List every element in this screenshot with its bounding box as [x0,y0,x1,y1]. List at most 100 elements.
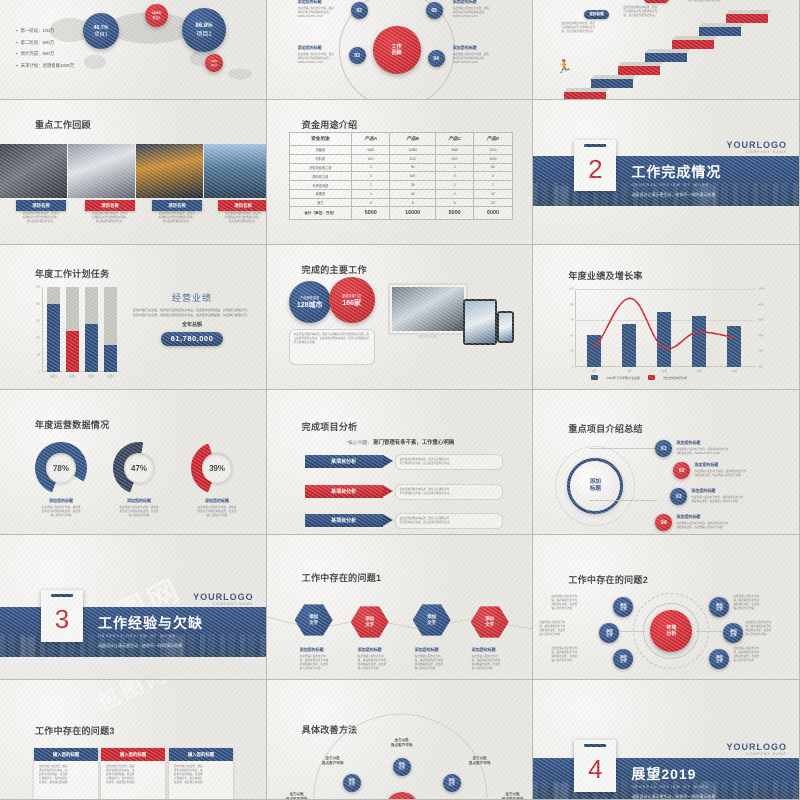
arrow-point [382,455,393,467]
arrow-label-2[interactable]: 某项目分析 [304,485,393,498]
radial-node-left[interactable]: 添加 文字 [342,774,361,792]
env-node-3[interactable]: 添加 文字 [613,649,634,669]
donut-value-2: 47% [124,453,154,483]
bullet-dot: ▪ [16,51,18,56]
slide-thumbnail-section-divider-4[interactable]: YOURLOGO COMPANY NAME 4 展望2019 GENERAL R… [533,680,800,800]
slide-thumbnail-key-work-review-photos[interactable]: 重点工作回顾 项目名称 此处添加详细文本描述，建议与 标题相关并符合整体语言风格… [0,100,267,245]
section-title-group: 展望2019 GENERAL REVIEW OF WORK 动画设计让演示更生动… [631,766,716,799]
hex-text-2: 添加您的标题 在这里输入您的文字内 容，或者将您的文字内容 复制粘贴在这里，在这… [357,647,387,670]
photo-tag-1[interactable]: 项目名称 [16,200,66,211]
arrow-label-3[interactable]: 某项目分析 [304,514,393,527]
step-face [672,40,715,49]
donut-body-3: 在这里输入您的文字内容，或者将 您的文字内容复制在这里，在这里 输入您的文字内容 [197,506,237,518]
env-node-1[interactable]: 添加 文字 [613,597,634,617]
stair-pill-1[interactable]: 您的标题 [584,10,609,19]
arrow-label-1[interactable]: 某项目分析 [304,455,393,468]
env-node-6[interactable]: 添加 文字 [709,649,730,669]
legend-swatch-line [648,375,656,380]
page-title: 年度业绩及增长率 [568,271,643,281]
photo-tag-4[interactable]: 项目名称 [218,200,266,211]
radial-arc [313,713,488,799]
clipboard-number-badge: 3 [41,590,83,642]
env-text-3: 在这里输入您的文字内 容，或者将您的文字内 容复制在这里，在这里 输入您的文字内… [551,647,578,663]
connector-line-2 [589,500,658,501]
monitor-stand [417,333,438,338]
bar-value-3 [85,324,98,372]
bar-value-4 [104,344,117,372]
donut-chart-1: 78% [35,442,87,494]
donut-title-3: 添加您的标题 [205,498,229,503]
slide-thumbnail-key-project-summary[interactable]: 重点项目介绍总结 添加 标题 01 添加您的标题 在这里输入您的文字内容，或者将您… [533,390,800,535]
cycle-text-block-4: 添加您的标题 在这里输入您的文字内容，或者 将您的文字内容复制在这里。 WWW.… [452,45,489,64]
table-row: 专家咨询费 2 28 2 7 [288,180,513,190]
slide-thumbnail-annual-performance-growth[interactable]: 年度业绩及增长率 0 20 40 60 80 100 0% 20% 40% 60… [533,245,800,390]
slide-thumbnail-annual-plan-bar-chart[interactable]: 年度工作计划任务 0 50 100 150 200 250 项目1 项目 [0,245,267,390]
bubble-1: 46.7% 项目1 [83,13,119,49]
hex-text-4: 添加您的标题 在这里输入您的文字内 容，或者将您的文字内容 复制粘贴在这里，在这… [471,647,501,670]
cycle-node-04[interactable]: 04 [427,50,445,67]
table-row: 管理费 4 28 4 32 [288,188,513,199]
spoke-left [620,631,647,632]
slide-thumbnail-improvement-methods[interactable]: 具体改善方法 添加 文字 全力以赴 强占客户市场 添加 文字 全力以赴 强占客户市场… [266,680,534,800]
problem-card-3[interactable]: 输入您的标题 您的内容打在这里，或者 通过复制您的文本后，在 此框中选择粘贴，并… [169,748,233,799]
photo-tag-2[interactable]: 项目名称 [85,200,135,211]
slide-thumbnail-operating-data-donuts[interactable]: 年度运营数据情况 78% 添加您的标题 在这里输入您的文字内容，或者将 您的文字… [0,390,267,535]
slide-thumbnail-fund-usage-table[interactable]: 资金用途介绍 资金用途 产品A 产品B 产品C 产品D 设备费 4460 14050… [266,100,534,245]
logo: YOURLOGO COMPANY NAME [726,742,787,756]
item-badge-02[interactable]: 02 [673,462,691,479]
photo-caption-1: 此处添加详细文本描述，建议与 标题相关并符合整体语言风格， 语言描述尽量简洁生动… [22,212,60,224]
env-node-4[interactable]: 添加 文字 [709,597,730,617]
env-node-2[interactable]: 添加 文字 [599,623,620,643]
donut-chart-3: 39% [191,442,243,494]
problem-card-1[interactable]: 输入您的标题 您的内容打在这里，或者 通过复制您的文本后，在 此框中选择粘贴，并… [34,748,98,799]
photo-tag-3[interactable]: 项目名称 [152,200,202,211]
bar-value-4 [692,316,707,367]
legend-swatch-bar [591,375,599,380]
problem-card-2[interactable]: 输入您的标题 您的内容打在这里，或者 通过复制您的文本后，在 此框中选择粘贴，并… [101,748,165,799]
slide-thumbnail-main-work-devices[interactable]: 完成的主要工作 产品销售渠道 128城市 渠道实体门店 166家 在此添加详细文… [266,245,534,390]
step-face [591,79,634,88]
slide-thumbnail-work-review-cycle[interactable]: 工作 回顾 02 05 03 04 添加您的标题 在这里输入您的文字内容，或者 将… [266,0,534,100]
y-axis [42,287,43,372]
bar-value-1 [47,304,60,372]
slide-thumbnail-problems-at-work-1[interactable]: 工作中存在的问题1 添加 文字 添加 文字 添加 文字 添加 文字 添加您的标题 在这里… [266,535,534,680]
gridline [575,289,756,290]
cycle-node-03[interactable]: 03 [348,47,366,64]
legend-label-bar: 2018年下半年累计业绩额 [606,375,641,380]
slide-thumbnail-section-divider-2[interactable]: YOURLOGO COMPANY NAME 2 工作完成情况 GENERAL R… [533,100,800,245]
page-title: 完成的主要工作 [301,265,367,275]
logo: YOURLOGO COMPANY NAME [726,140,787,154]
legend-label-line: 对比去年的增长率 [663,375,688,380]
photo-3 [136,144,203,198]
slide-thumbnail-section-divider-3[interactable]: 包图网 YOURLOGO COMPANY NAME 3 工作经验与欠缺 GENE… [0,535,267,680]
step-face [564,92,607,99]
item-badge-04[interactable]: 04 [655,514,673,531]
cycle-node-05[interactable]: 05 [425,2,443,19]
radial-node-right[interactable]: 添加 文字 [442,774,461,792]
item-badge-03[interactable]: 03 [670,488,688,505]
stair-pill-2[interactable]: 您的标题 [644,0,669,3]
slide-thumbnail-market-share-map[interactable]: 46.7% 项目1 15.8% 项目1 86.8% 项目1 9.5% 项目1 ▪… [0,0,267,100]
page-title: 年度运营数据情况 [35,420,110,430]
slide-thumbnail-growth-stairs[interactable]: 🏃 您的标题 此处添加详细文本描述，建议 与标题相关并符合整体语言风 格，语言描… [533,0,800,100]
page-title: 具体改善方法 [301,725,358,735]
bullet-dot: ▪ [16,39,18,45]
slide-thumbnail-problems-at-work-2[interactable]: 工作中存在的问题2 环境 分析 添加 文字 在这里输入您的文字内 容，或者将您的文字… [533,535,800,680]
step-face [726,14,769,23]
item-text-03: 添加您的标题 在这里输入您的文字内容，或者将您的文字内 容复制在这里。在这里输入… [691,488,744,503]
radial-label-left: 全力以赴 强占客户市场 [321,756,344,765]
env-node-5[interactable]: 添加 文字 [723,623,744,643]
env-text-6: 在这里输入您的文字内 容，或者将您的文字内 容复制在这里，在这里 输入您的文字内… [733,647,760,663]
y-axis-left [575,289,577,367]
radial-label-far-left: 全力以赴 强占客户市场 [285,792,308,800]
radial-node-top[interactable]: 添加 文字 [392,758,411,776]
bar-chart: 0 50 100 150 200 250 项目1 项目2 项目3 项目4 [36,286,120,378]
cycle-node-02[interactable]: 02 [350,2,368,19]
slide-thumbnail-problems-at-work-3[interactable]: 包图网 工作中存在的问题3 输入您的标题 您的内容打在这里，或者 通过复制您的文… [0,680,267,800]
photo-strip [0,144,266,198]
photo-caption-4: 此处添加详细文本描述，建议与 标题相关并符合整体语言风格， 语言描述尽量简洁生动… [224,212,262,224]
watermark: 包图网 [92,680,175,716]
stair-body-3: 此处添加详细文本描述，建议 与标题相关并符合整体语言风 格，语言描述尽量简洁生动… [688,0,723,3]
item-badge-01[interactable]: 01 [655,440,673,457]
slide-thumbnail-completed-project-analysis[interactable]: 完成项目分析 "核心"问题： 部门管理有条不紊，工作重心明确 某项目分析 此处添… [266,390,534,535]
